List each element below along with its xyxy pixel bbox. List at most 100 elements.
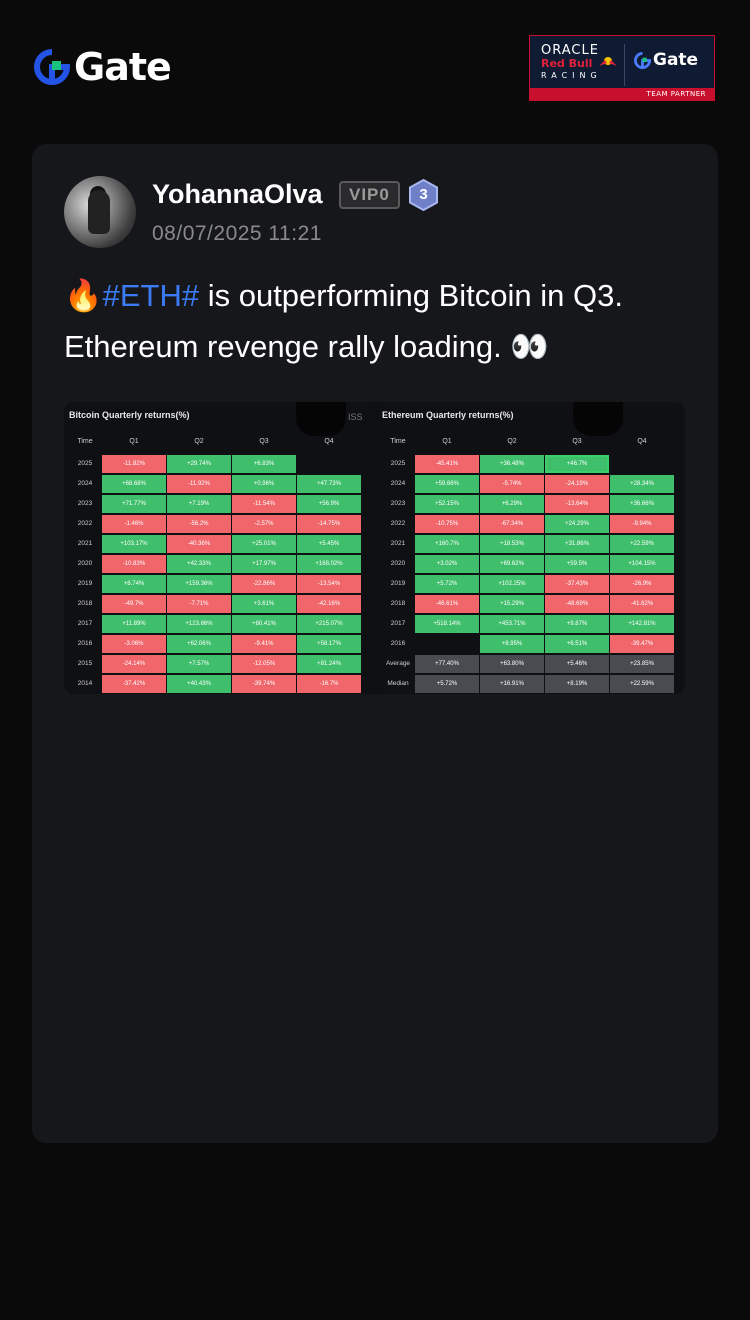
post-image[interactable]: Bitcoin Quarterly returns(%) ISS Time Q1 Q… — [64, 402, 685, 694]
table-cell: -3.06% — [102, 635, 166, 653]
gate-logo-icon — [34, 49, 70, 85]
table-cell: +17.97% — [232, 555, 296, 573]
table-cell: +59.5% — [545, 555, 609, 573]
table-row-label: 2024 — [77, 480, 93, 487]
post-card: YohannaOlva VIP0 3 08/07/2025 11:21 🔥#ET… — [32, 144, 718, 1143]
table-row-label: 2017 — [77, 620, 93, 627]
table-header-cell: Q2 — [194, 438, 204, 445]
table-cell: -24.14% — [102, 655, 166, 673]
table-cell: +6.29% — [480, 495, 544, 513]
hexagon-level-icon — [409, 179, 438, 211]
table-row-label: 2019 — [390, 580, 406, 587]
table-cell: +18.53% — [480, 535, 544, 553]
table-cell: -39.74% — [232, 675, 296, 693]
post-body: 🔥#ETH# is outperforming Bitcoin in Q3. E… — [64, 270, 694, 372]
btc-returns-panel: Bitcoin Quarterly returns(%) ISS Time Q1 Q… — [64, 402, 371, 694]
table-row-label: 2014 — [77, 680, 93, 687]
table-cell: +7.57% — [167, 655, 231, 673]
table-cell: -45.41% — [415, 455, 479, 473]
table-cell: -16.7% — [297, 675, 361, 693]
partner-gate-logo: Gate — [634, 50, 698, 70]
racing-wordmark: RACING — [541, 71, 602, 80]
table-cell: +62.06% — [167, 635, 231, 653]
table-cell: +36.66% — [610, 495, 674, 513]
watermark-text: ISS — [348, 412, 363, 422]
table-row-label: 2025 — [77, 460, 93, 467]
post-text-1: is outperforming Bitcoin in Q3. — [199, 278, 623, 313]
post-line-2: Ethereum revenge rally loading. 👀 — [64, 329, 549, 364]
table-header-cell: Q4 — [324, 438, 334, 445]
table-cell: -2.57% — [232, 515, 296, 533]
table-row-label: 2020 — [390, 560, 406, 567]
table-row-label: 2025 — [390, 460, 406, 467]
table-cell: -37.42% — [102, 675, 166, 693]
table-cell: -10.75% — [415, 515, 479, 533]
username[interactable]: YohannaOlva — [152, 179, 323, 209]
level-number: 3 — [419, 186, 428, 203]
table-row-label: 2024 — [390, 480, 406, 487]
table-cell: +168.02% — [297, 555, 361, 573]
table-cell: +16.91% — [480, 675, 544, 693]
table-cell: +3.02% — [415, 555, 479, 573]
table-cell — [297, 455, 361, 473]
table-header-cell: Q2 — [507, 438, 517, 445]
table-cell: +23.85% — [610, 655, 674, 673]
table-header-cell: Time — [77, 438, 93, 445]
redbull-wordmark: Red Bull — [541, 57, 593, 70]
table-cell: +160.7% — [415, 535, 479, 553]
gate-logo[interactable]: Gate — [34, 47, 172, 87]
table-cell: +77.40% — [415, 655, 479, 673]
table-cell: +6.83% — [232, 455, 296, 473]
fire-emoji: 🔥 — [64, 278, 103, 313]
table-cell: -22.86% — [232, 575, 296, 593]
table-cell — [415, 635, 479, 653]
watermark-blot — [296, 402, 346, 436]
redbull-bulls-icon — [599, 57, 617, 66]
table-cell: -7.71% — [167, 595, 231, 613]
table-cell: +0.96% — [232, 475, 296, 493]
table-cell: +36.48% — [480, 455, 544, 473]
app-header: Gate ORACLE Red Bull RACING Gate TEAM PA… — [0, 0, 750, 130]
table-header-cell: Q1 — [129, 438, 139, 445]
table-row-label: Average — [385, 660, 411, 667]
table-cell: +58.17% — [297, 635, 361, 653]
table-cell: +3.61% — [232, 595, 296, 613]
table-row-label: 2020 — [77, 560, 93, 567]
post-line-1: 🔥#ETH# is outperforming Bitcoin in Q3. — [64, 270, 694, 321]
avatar[interactable] — [64, 176, 136, 248]
table-cell: +68.68% — [102, 475, 166, 493]
level-badge: 3 — [409, 179, 438, 211]
table-cell: -9.41% — [232, 635, 296, 653]
table-row-label: 2016 — [390, 640, 406, 647]
vip-badge: VIP0 — [339, 181, 400, 209]
table-cell: -56.2% — [167, 515, 231, 533]
table-cell: -11.54% — [232, 495, 296, 513]
table-cell: +104.15% — [610, 555, 674, 573]
table-cell: +59.66% — [415, 475, 479, 493]
eth-returns-panel: Ethereum Quarterly returns(%) Time Q1 Q2 Q3… — [377, 402, 685, 694]
table-cell: -5.74% — [480, 475, 544, 493]
table-cell: +81.24% — [297, 655, 361, 673]
table-cell: -67.34% — [480, 515, 544, 533]
table-cell: +24.29% — [545, 515, 609, 533]
table-cell: -13.54% — [297, 575, 361, 593]
table-cell: +71.77% — [102, 495, 166, 513]
table-cell: +47.73% — [297, 475, 361, 493]
table-cell: +15.29% — [480, 595, 544, 613]
btc-table-title: Bitcoin Quarterly returns(%) — [69, 410, 190, 420]
table-cell: +9.87% — [545, 615, 609, 633]
table-header-cell: Q4 — [637, 438, 647, 445]
table-cell: +7.19% — [167, 495, 231, 513]
table-cell: +46.7% — [545, 455, 609, 473]
team-partner-badge[interactable]: ORACLE Red Bull RACING Gate TEAM PARTNER — [529, 35, 715, 101]
table-cell: -42.16% — [297, 595, 361, 613]
table-row-label: 2015 — [77, 660, 93, 667]
table-row-label: 2018 — [390, 600, 406, 607]
table-cell: +5.72% — [415, 675, 479, 693]
table-cell: +142.81% — [610, 615, 674, 633]
hashtag-link[interactable]: #ETH# — [102, 278, 200, 313]
table-cell: +8.95% — [480, 635, 544, 653]
table-header-cell: Q3 — [259, 438, 269, 445]
watermark-blot — [573, 402, 623, 436]
eth-table-title: Ethereum Quarterly returns(%) — [382, 410, 514, 420]
